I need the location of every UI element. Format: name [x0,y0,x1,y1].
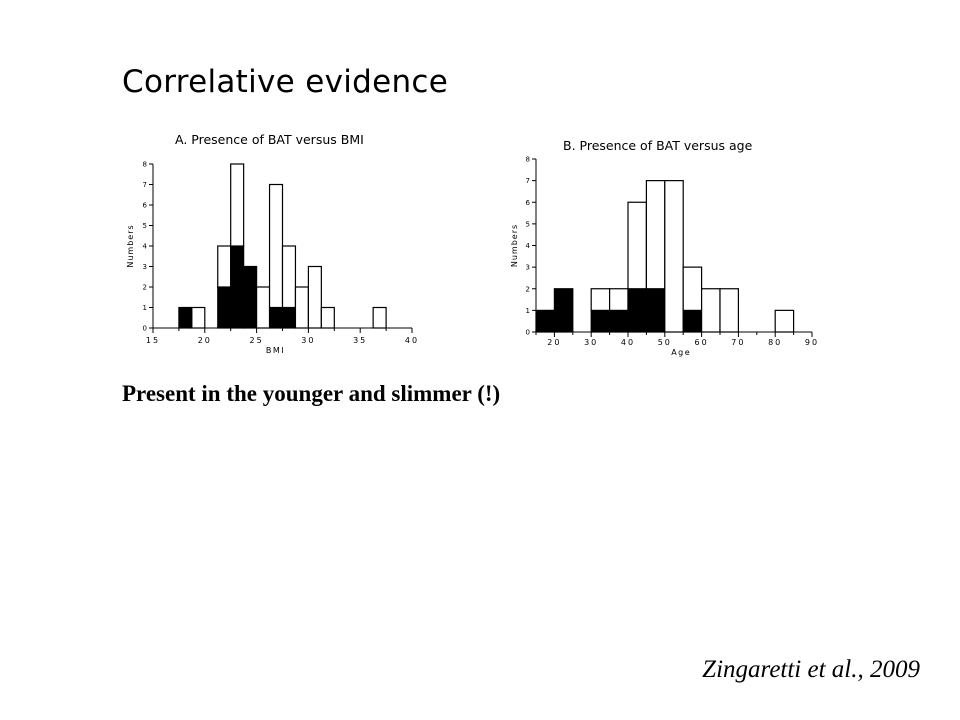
slide-title: Correlative evidence [122,64,449,100]
chart-a-x-tick-label: 15 [146,336,160,345]
chart-b-bar-bat-present [608,309,629,333]
chart-b-bar-bat-absent [700,288,721,333]
chart-a-y-tick-label: 8 [143,161,147,169]
chart-a-x-tick-label: 40 [405,336,419,345]
chart-b-title: B. Presence of BAT versus age [563,138,753,153]
chart-a-title: A. Presence of BAT versus BMI [175,132,364,147]
chart-a-bar-bat-present [217,286,232,329]
chart-a-x-tick-label: 25 [250,336,264,345]
chart-b-x-tick-label: 50 [658,338,672,347]
chart-a-bar-bat-present [243,265,258,329]
chart-b-bar-bat-present [627,288,647,333]
chart-b-y-tick-label: 1 [526,307,530,315]
chart-a-ylabel: Numbers [126,224,135,267]
chart-b-x-tick-label: 80 [768,338,782,347]
chart-a-bar-bat-present [178,306,193,329]
chart-a-bar-bat-absent [256,286,271,329]
chart-b-bar-bat-absent [774,309,795,333]
chart-a-x-tick-label: 35 [353,336,367,345]
chart-a-bar-bat-absent [294,286,310,329]
chart-b-bar-bat-present [682,309,703,333]
chart-a-y-tick-label: 5 [143,222,147,230]
chart-a-bar-bat-absent [230,163,245,247]
chart-b-bar-bat-absent [645,180,666,290]
chart-a-y-tick-label: 2 [143,284,147,292]
chart-b-y-tick-label: 6 [526,199,531,207]
chart-b-bar-bat-present [553,288,574,333]
chart-a-xlabel: BMI [266,346,285,355]
chart-a-bar-bat-absent [307,265,322,329]
chart-a-bar-bat-absent [268,183,284,309]
chart-b-y-tick-label: 3 [526,264,530,272]
chart-b-xlabel: Age [671,348,691,357]
chart-a-bar-bat-absent [191,306,206,329]
chart-b-bar-bat-present [590,309,611,333]
chart-a-y-tick-label: 0 [143,325,147,333]
chart-b-bar-bat-absent [719,288,739,333]
chart-b-bar-bat-present [535,309,555,333]
chart-b-x-tick-label: 40 [621,338,635,347]
chart-b-y-tick-label: 8 [526,156,530,164]
chart-b-bar-bat-absent [627,201,647,290]
chart-b-y-tick-label: 0 [526,329,530,337]
chart-b-y-tick-label: 2 [526,285,530,293]
chart-a-y-tick-label: 7 [143,181,147,189]
chart-a-bar-bat-present [230,245,245,329]
chart-a-bar-bat-absent [372,306,387,329]
chart-b-x-tick-label: 30 [584,338,598,347]
chart-a-bar-bat-absent [217,245,232,288]
chart-b-x-tick-label: 20 [547,338,561,347]
chart-a-y-tick-label: 4 [143,243,148,251]
chart-a-x-tick-label: 30 [301,336,315,345]
chart-b-bar-bat-absent [682,266,703,311]
chart-b-y-tick-label: 7 [526,177,530,185]
chart-a-y-tick-label: 6 [143,202,148,210]
chart-a-bar-bat-absent [320,306,335,329]
chart-b-x-tick-label: 60 [695,338,709,347]
chart-a-x-tick-label: 20 [198,336,212,345]
slide-subtitle: Present in the younger and slimmer (!) [122,381,501,406]
chart-b-x-tick-label: 90 [805,338,819,347]
chart-b-bar-bat-absent [664,180,684,333]
chart-a-y-tick-label: 3 [143,263,147,271]
citation: Zingaretti et al., 2009 [702,656,920,683]
chart-a-bar-bat-absent [281,245,297,309]
chart-b-x-tick-label: 70 [731,338,745,347]
chart-b-bar-bat-absent [590,288,611,311]
chart-b-y-tick-label: 4 [526,242,531,250]
chart-a-bar-bat-present [268,306,284,329]
chart-b-bar-bat-present [645,288,666,333]
chart-b-bar-bat-absent [608,288,629,311]
chart-a-y-tick-label: 1 [143,304,147,312]
chart-b-ylabel: Numbers [510,224,519,267]
chart-b-y-tick-label: 5 [526,220,530,228]
chart-a-bar-bat-present [281,306,297,329]
